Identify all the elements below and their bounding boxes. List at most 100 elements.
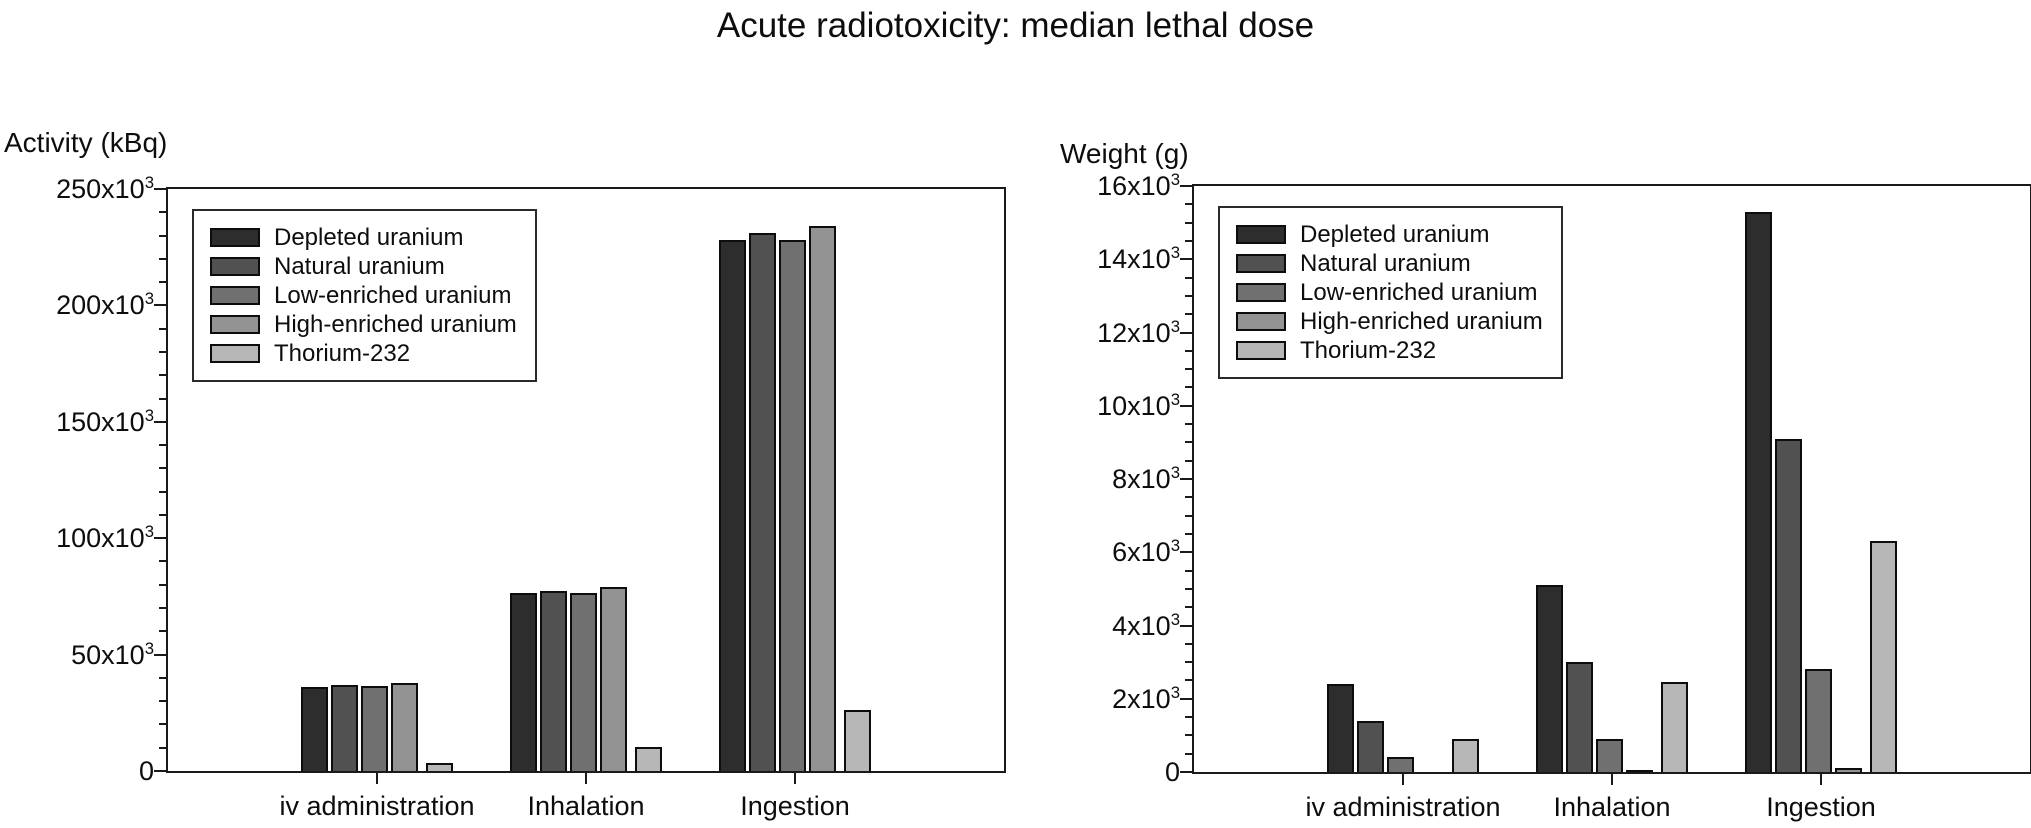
bar-natural-uranium-iv-administration	[331, 684, 358, 771]
exponent: 3	[1170, 463, 1180, 482]
bar-natural-uranium-ingestion	[1775, 438, 1802, 772]
legend-swatch-thorium-232	[1236, 341, 1286, 360]
y-axis-major-tick	[154, 304, 168, 307]
x-axis-tick	[1402, 774, 1404, 785]
exponent: 3	[1170, 316, 1180, 336]
bar-depleted-uranium-iv-administration	[1327, 684, 1354, 772]
x-axis-category-label-inhalation: Inhalation	[527, 791, 645, 821]
y-axis-tick-label: 250x103	[56, 173, 154, 204]
y-axis-minor-tick	[159, 350, 168, 353]
x-axis-category-label-ingestion: Ingestion	[740, 791, 850, 821]
exponent: 3	[1170, 536, 1180, 556]
bar-high-enriched-uranium-ingestion	[809, 226, 836, 771]
legend-item-depleted-uranium: Depleted uranium	[210, 223, 517, 252]
bar-low-enriched-uranium-iv-administration	[361, 686, 388, 771]
bar-depleted-uranium-inhalation	[1536, 585, 1563, 772]
y-axis-minor-tick	[1185, 294, 1194, 297]
x-axis-tick	[1611, 774, 1613, 785]
bar-low-enriched-uranium-inhalation	[1596, 739, 1623, 772]
exponent: 3	[1170, 243, 1180, 263]
y-axis-minor-tick	[159, 513, 168, 516]
y-axis-minor-tick	[159, 281, 168, 284]
y-axis-minor-tick	[1185, 496, 1194, 499]
y-axis-minor-tick	[1185, 203, 1194, 206]
y-axis-minor-tick	[159, 257, 168, 260]
y-axis-tick-label: 100x103	[56, 522, 154, 554]
y-axis-minor-tick	[1185, 313, 1194, 316]
y-axis-tick-label: 50x103	[71, 638, 154, 670]
bar-thorium-232-ingestion	[844, 710, 871, 771]
bar-natural-uranium-inhalation	[540, 590, 567, 771]
y-axis-minor-tick	[159, 467, 168, 470]
y-axis-tick-label: 6x103	[1112, 536, 1180, 568]
y-axis-major-tick	[154, 537, 168, 540]
y-axis-minor-tick	[1185, 679, 1194, 682]
exponent: 3	[144, 173, 154, 192]
y-axis-minor-tick	[159, 490, 168, 493]
y-axis-tick-label: 14x103	[1097, 243, 1180, 275]
y-axis-major-tick	[154, 188, 168, 190]
bar-high-enriched-uranium-ingestion	[1835, 767, 1862, 772]
exponent: 3	[144, 289, 154, 309]
x-axis-tick	[1820, 774, 1822, 785]
y-axis-tick-label: 0	[138, 756, 154, 786]
legend-label: Depleted uranium	[1300, 220, 1490, 248]
y-axis-minor-tick	[1185, 587, 1194, 590]
legend-item-natural-uranium: Natural uranium	[210, 252, 517, 281]
y-axis-minor-tick	[159, 444, 168, 447]
y-axis-tick-label: 0	[1164, 757, 1180, 787]
y-axis-minor-tick	[159, 630, 168, 633]
right-chart-y-axis-title: Weight (g)	[1060, 138, 1189, 169]
bar-high-enriched-uranium-inhalation	[600, 587, 627, 771]
bar-thorium-232-ingestion	[1870, 541, 1897, 772]
legend-item-high-enriched-uranium: High-enriched uranium	[210, 310, 517, 339]
y-axis-minor-tick	[159, 374, 168, 377]
bar-high-enriched-uranium-iv-administration	[391, 682, 418, 771]
figure-title: Acute radiotoxicity: median lethal dose	[716, 6, 1315, 45]
legend-swatch-thorium-232	[210, 344, 260, 363]
y-axis-major-tick	[1180, 551, 1194, 554]
legend-label: Natural uranium	[1300, 249, 1471, 277]
legend-box: Depleted uranium Natural uranium Low-enric…	[1218, 206, 1563, 379]
legend-label: High-enriched uranium	[1300, 307, 1543, 335]
bar-low-enriched-uranium-inhalation	[570, 592, 597, 771]
bar-thorium-232-inhalation	[635, 746, 662, 771]
y-axis-minor-tick	[1185, 606, 1194, 609]
x-axis-tick	[585, 773, 587, 784]
y-axis-minor-tick	[1185, 661, 1194, 664]
x-axis-category-label-iv-administration: iv administration	[1305, 792, 1501, 822]
y-axis-minor-tick	[1185, 441, 1194, 444]
exponent: 3	[1170, 389, 1180, 409]
bar-depleted-uranium-iv-administration	[301, 687, 328, 771]
y-axis-minor-tick	[159, 607, 168, 610]
bar-low-enriched-uranium-ingestion	[779, 240, 806, 771]
bar-low-enriched-uranium-iv-administration	[1387, 756, 1414, 772]
bar-natural-uranium-iv-administration	[1357, 720, 1384, 772]
y-axis-major-tick	[154, 653, 168, 656]
y-axis-minor-tick	[1185, 716, 1194, 719]
legend-item-low-enriched-uranium: Low-enriched uranium	[1236, 278, 1543, 307]
legend-swatch-low-enriched-uranium	[210, 286, 260, 305]
left-chart-plot-area: 0 50x103 100x103 150x103 200x103 250x103 iv ad…	[56, 174, 1006, 821]
legend-label: Depleted uranium	[274, 223, 464, 251]
bar-depleted-uranium-inhalation	[510, 592, 537, 771]
y-axis-minor-tick	[1185, 569, 1194, 572]
right-chart-plot-area: 0 2x103 4x103 6x103 8x103 10x103 12x103 14x103 1…	[1097, 171, 2031, 822]
x-axis-tick	[376, 773, 378, 784]
legend-swatch-depleted-uranium	[1236, 225, 1286, 244]
exponent: 3	[144, 522, 154, 542]
y-axis-major-tick	[154, 420, 168, 423]
legend-item-depleted-uranium: Depleted uranium	[1236, 220, 1543, 249]
legend-label: Natural uranium	[274, 252, 445, 280]
y-axis-minor-tick	[1185, 239, 1194, 242]
y-axis-minor-tick	[1185, 642, 1194, 645]
bar-high-enriched-uranium-inhalation	[1626, 769, 1653, 772]
y-axis-minor-tick	[159, 746, 168, 749]
y-axis-tick-label: 200x103	[56, 289, 154, 321]
legend-item-high-enriched-uranium: High-enriched uranium	[1236, 307, 1543, 336]
legend-swatch-depleted-uranium	[210, 228, 260, 247]
x-axis-tick	[794, 773, 796, 784]
y-axis-minor-tick	[159, 211, 168, 214]
y-axis-major-tick	[1180, 771, 1194, 773]
